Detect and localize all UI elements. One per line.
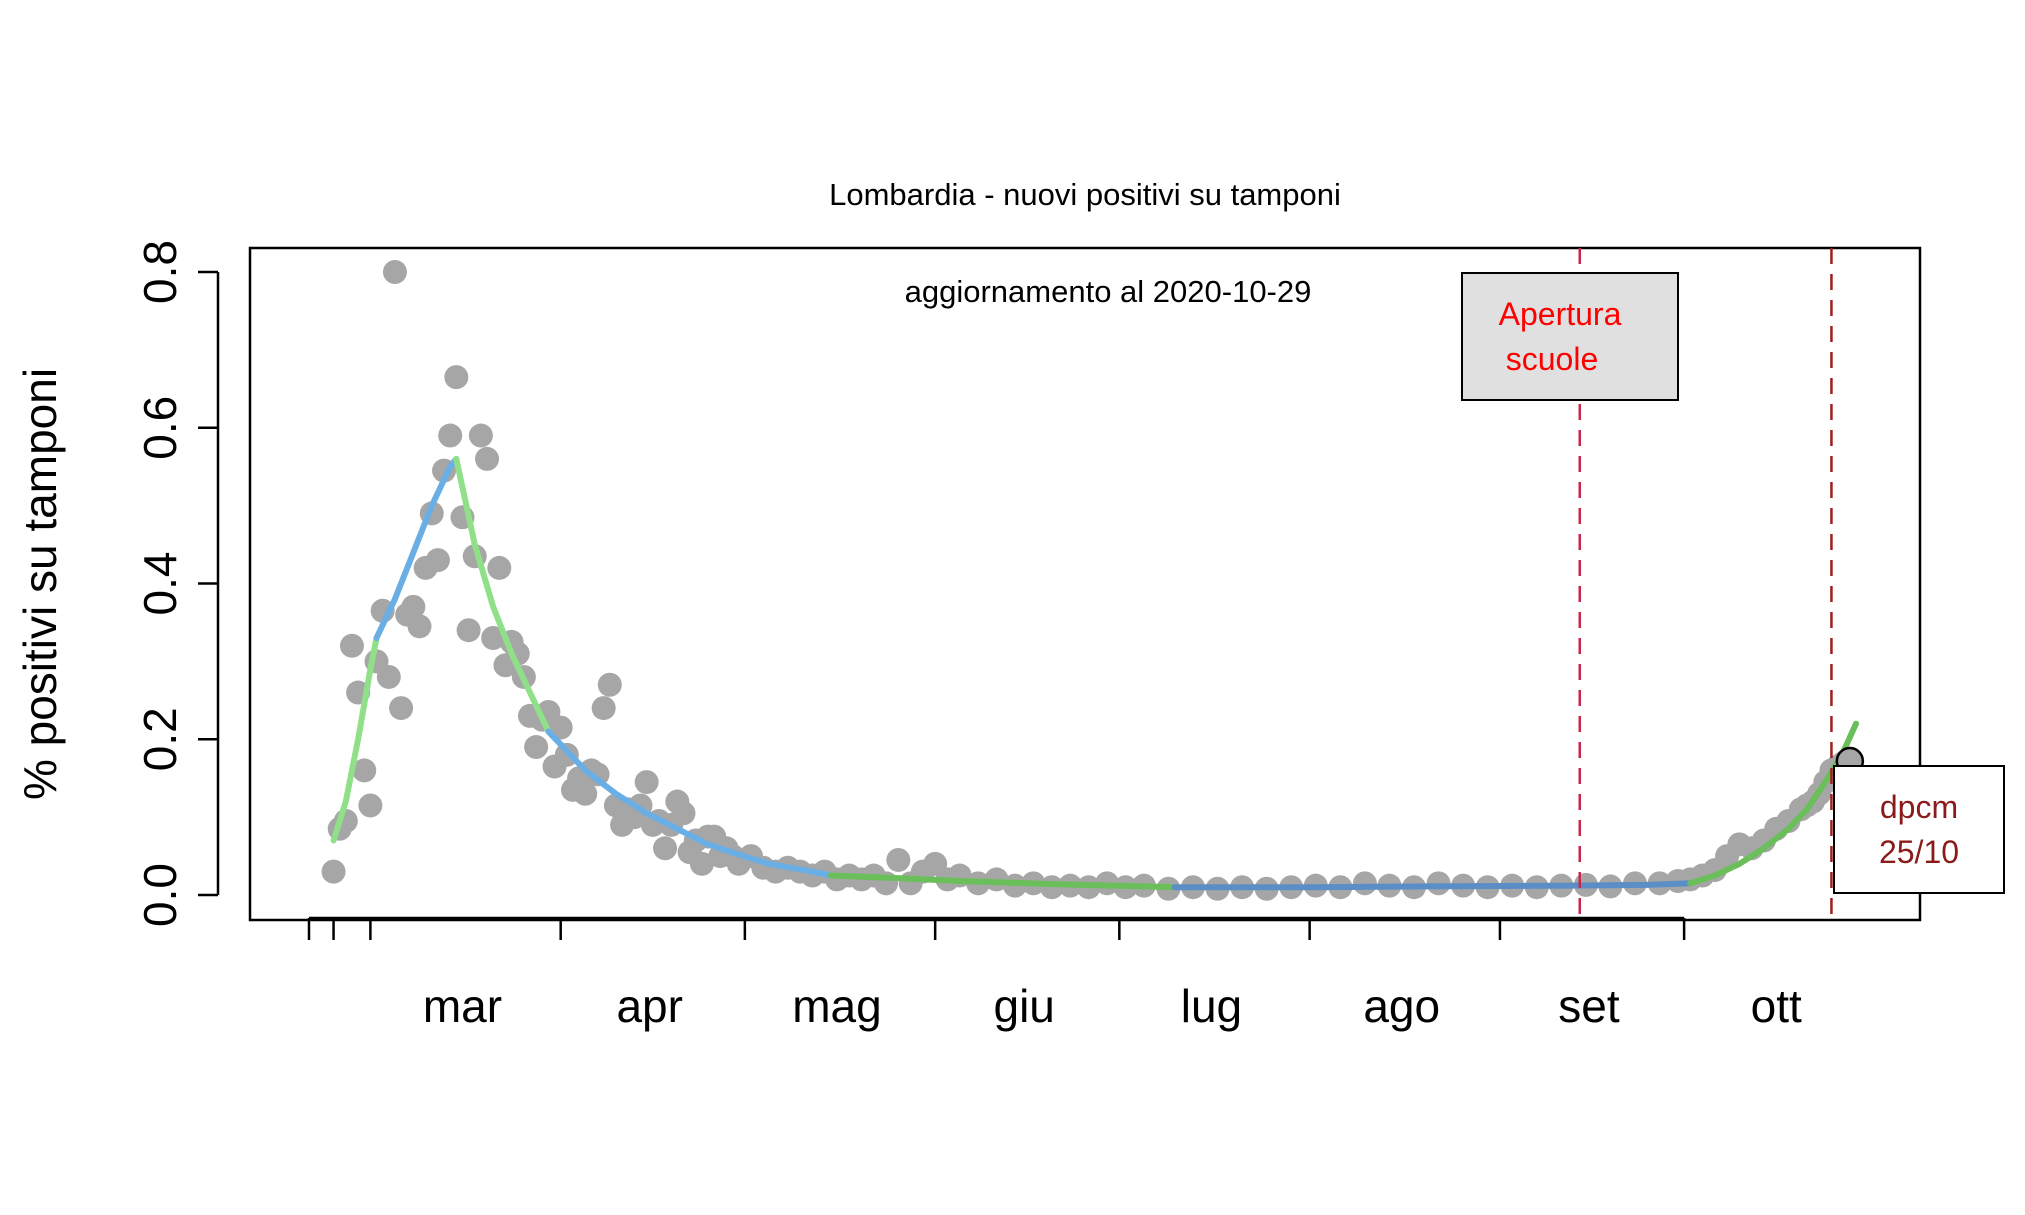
dpcm-label-line1: dpcm [1880, 789, 1958, 825]
y-tick-label: 0.4 [134, 552, 186, 616]
data-point [591, 696, 616, 721]
data-point [425, 548, 450, 573]
data-point [653, 836, 678, 861]
x-month-label: apr [616, 980, 682, 1032]
data-point [401, 594, 426, 619]
data-point [339, 633, 364, 658]
fit-line [1171, 880, 1694, 891]
x-month-label: lug [1181, 980, 1242, 1032]
data-point [438, 423, 463, 448]
data-point [407, 614, 432, 639]
data-point [444, 365, 469, 390]
data-point [634, 770, 659, 795]
data-point [321, 859, 346, 884]
x-month-label: mar [423, 980, 502, 1032]
fit-line [827, 872, 1178, 891]
apertura-label-line1: Apertura [1499, 296, 1622, 332]
chart-subtitle: aggiornamento al 2020-10-29 [905, 274, 1312, 309]
data-point [1352, 871, 1377, 896]
x-month-label: giu [993, 980, 1054, 1032]
data-point [352, 758, 377, 783]
data-point [689, 851, 714, 876]
data-point [524, 735, 549, 760]
data-point [376, 664, 401, 689]
data-point [358, 793, 383, 818]
data-point [886, 847, 911, 872]
plot-frame [248, 246, 1922, 922]
data-point [487, 555, 512, 580]
fit-line [330, 635, 380, 844]
data-point [548, 715, 573, 740]
chart-title: Lombardia - nuovi positivi su tamponi [829, 177, 1341, 212]
data-point [481, 626, 506, 651]
dpcm-box-frame [1833, 765, 2005, 894]
data-point [468, 423, 493, 448]
y-tick-label: 0.8 [134, 240, 186, 304]
fit-line [453, 455, 552, 735]
apertura-scuole-box: Apertura scuole [1461, 272, 1679, 401]
fit-line [545, 728, 834, 879]
x-axis: mar apr mag giu lug ago set ott [307, 916, 1802, 1032]
y-axis: 0.0 0.2 0.4 0.6 0.8 [134, 240, 220, 927]
y-tick-label: 0.0 [134, 863, 186, 927]
y-tick-label: 0.2 [134, 707, 186, 771]
dpcm-box: dpcm 25/10 [1833, 765, 2005, 894]
data-point [573, 781, 598, 806]
data-point [671, 801, 696, 826]
apertura-label-line2: scuole [1506, 341, 1599, 377]
x-month-label: set [1558, 980, 1620, 1032]
y-axis-label: % positivi su tamponi [14, 368, 66, 800]
x-month-label: ott [1751, 980, 1802, 1032]
data-point [475, 446, 500, 471]
x-month-label: ago [1363, 980, 1440, 1032]
data-point [597, 672, 622, 697]
apertura-box-frame [1461, 272, 1679, 401]
data-point [382, 260, 407, 284]
fit-line [373, 455, 460, 641]
data-point [389, 696, 414, 721]
x-month-label: mag [792, 980, 881, 1032]
data-point [585, 762, 610, 787]
data-point [456, 618, 481, 643]
dpcm-label-line2: 25/10 [1879, 834, 1959, 870]
y-tick-label: 0.6 [134, 396, 186, 460]
